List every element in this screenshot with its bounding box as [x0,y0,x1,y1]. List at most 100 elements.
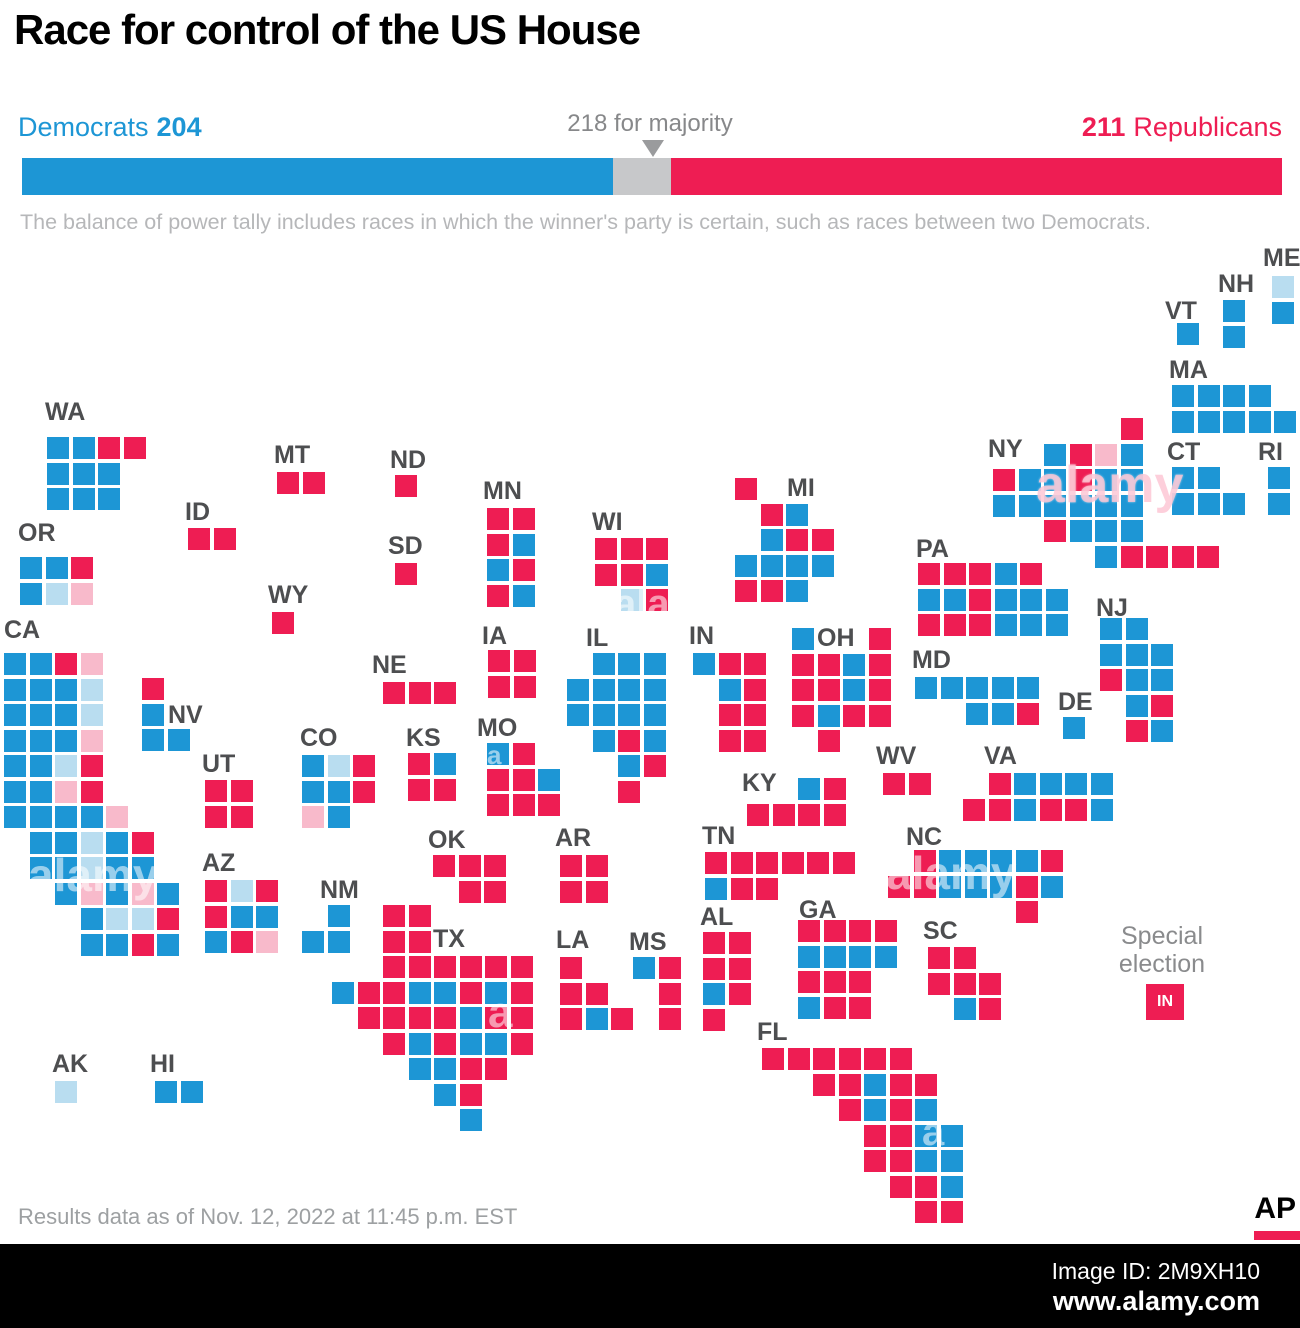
district-square-ca [4,806,26,828]
district-square-ar [585,855,608,877]
district-square-ny [1120,494,1143,517]
district-square-mt [277,472,299,494]
district-square-wi [620,563,643,586]
district-square-in [693,653,715,675]
special-election-label: Special election [1112,922,1212,978]
district-square-az [205,880,227,902]
district-square-la [585,1008,608,1030]
district-square-oh [868,628,891,650]
district-square-az [230,905,253,928]
district-square-tx [510,1032,533,1055]
district-square-tx [357,981,380,1004]
district-square-ca [29,857,52,879]
district-square-il [567,678,589,701]
district-square-tx [485,1007,507,1029]
district-square-mi [760,580,783,602]
district-square-az [205,931,227,953]
district-square-mi [760,503,783,526]
district-square-fl [889,1124,912,1147]
district-square-ga [823,996,846,1019]
district-square-tx [434,1032,456,1055]
district-square-nj [1151,669,1173,691]
state-label-mo: MO [477,714,518,742]
district-square-ma [1197,410,1220,433]
district-square-nv [142,729,164,751]
district-square-ia [488,675,510,698]
district-square-nc [1015,850,1038,872]
district-square-ga [849,920,871,942]
state-label-va: VA [984,742,1017,770]
district-square-nj [1125,669,1148,691]
state-label-ct: CT [1167,438,1201,466]
district-square-or [20,582,42,605]
district-square-ca [131,882,154,905]
district-square-ny [1069,494,1092,517]
district-square-nv [142,703,164,726]
district-square-fl [838,1073,861,1096]
district-square-ny [1171,545,1194,568]
district-square-pa [918,588,940,611]
district-square-nh [1223,325,1245,348]
district-square-ma [1248,410,1271,433]
district-square-mn [487,508,509,530]
state-label-nj: NJ [1096,594,1128,622]
district-square-mi [760,554,783,577]
state-label-mn: MN [483,477,522,505]
state-label-la: LA [556,926,590,954]
district-square-il [618,729,640,752]
state-label-id: ID [185,498,210,526]
district-square-ca [80,780,103,803]
state-label-nh: NH [1218,270,1255,298]
district-square-ca [80,806,103,828]
district-square-sc [928,947,950,969]
district-square-me [1272,301,1294,324]
district-square-nj [1100,618,1122,640]
district-square-ca [80,704,103,726]
district-square-oh [817,653,840,676]
district-square-ny [1120,469,1143,491]
district-square-nc [939,850,961,872]
district-square-fl [787,1048,810,1070]
district-square-tx [383,1032,405,1055]
district-square-sc [953,998,976,1020]
district-square-fl [864,1150,886,1172]
district-square-il [643,678,666,701]
state-label-md: MD [912,646,951,674]
ap-logo-underline [1254,1231,1300,1240]
bar-undecided-segment [612,158,671,195]
district-square-wi [595,563,617,586]
district-square-va [963,798,985,821]
district-square-wy [272,612,294,634]
district-square-ar [560,855,582,877]
district-square-ny [1069,520,1092,542]
district-square-ms [633,957,655,979]
district-square-nc [1015,901,1038,923]
district-square-ky [772,803,795,826]
district-square-ak [55,1081,77,1103]
district-square-ar [585,880,608,903]
district-square-va [1039,798,1062,821]
district-square-tx [434,1083,456,1106]
district-square-ny [1120,520,1143,542]
district-square-fl [813,1048,835,1070]
district-square-mi [786,503,808,526]
district-square-nj [1125,694,1148,717]
district-square-mi [786,529,808,551]
district-square-ut [205,805,227,828]
district-square-nc [939,875,961,898]
district-square-nj [1151,694,1173,717]
district-square-fl [915,1124,937,1147]
district-square-me [1272,276,1294,298]
district-square-pa [943,563,966,585]
district-square-ny [1044,443,1066,466]
state-label-mt: MT [274,441,311,469]
district-square-mo [487,743,509,765]
bar-democrat-segment [22,158,613,195]
district-square-pa [994,614,1017,636]
district-square-tn [807,852,829,874]
district-square-nd [395,475,417,497]
district-square-mo [512,794,535,816]
district-square-ca [29,780,52,803]
district-square-fl [838,1099,861,1121]
district-square-ny [1044,494,1066,517]
